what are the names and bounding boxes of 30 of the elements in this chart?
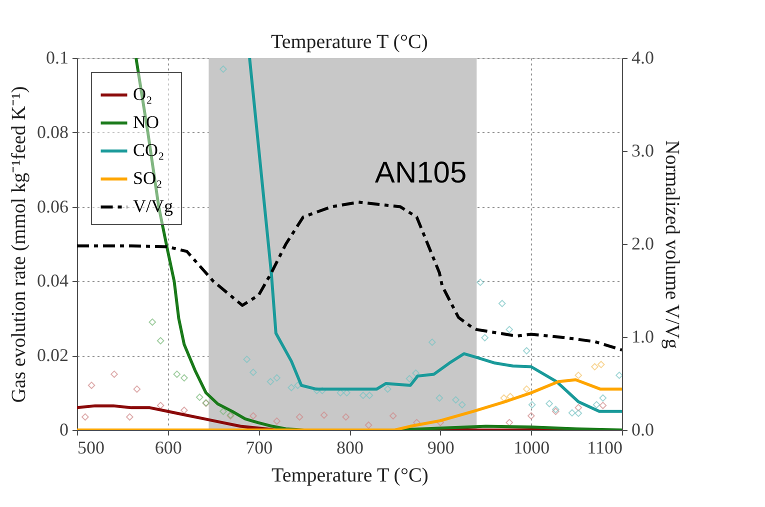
legend-label: V/Vg xyxy=(133,196,173,216)
y2-tick-label: 4.0 xyxy=(632,48,654,68)
x-tick-label: 900 xyxy=(427,438,454,458)
y2-tick-label: 3.0 xyxy=(632,140,654,160)
x-tick-label: 1000 xyxy=(514,438,550,458)
text: Temperature T (°C) xyxy=(271,31,428,53)
line-series xyxy=(77,200,622,352)
y2-tick-label: 1.0 xyxy=(632,326,654,346)
y-tick-label: 0.06 xyxy=(37,196,68,216)
x-tick-label: 700 xyxy=(246,438,273,458)
x-tick-label: 1100 xyxy=(587,438,622,458)
y-axis-title: Gas evolution rate (mmol kg⁻¹feed K⁻¹) xyxy=(8,86,30,403)
y2-tick-label: 2.0 xyxy=(632,234,654,254)
x-tick-label: 600 xyxy=(154,438,182,458)
y-tick-label: 0.08 xyxy=(37,122,68,142)
y-tick-label: 0 xyxy=(60,420,68,440)
y-tick-label: 0.04 xyxy=(37,270,68,291)
legend-label: CO₂ xyxy=(133,140,164,160)
x-axis-title: Temperature T (°C) xyxy=(272,464,428,486)
legend-label: SO₂ xyxy=(133,168,162,188)
y2-axis-title: Normalized volume V/Vg xyxy=(661,140,683,349)
legend-label: O₂ xyxy=(133,84,152,104)
y-tick-label: 0.02 xyxy=(37,345,68,366)
line-series xyxy=(248,58,622,413)
legend-label: NO xyxy=(133,112,159,132)
y2-tick-label: 0.0 xyxy=(632,420,654,440)
x-tick-label: 500 xyxy=(78,438,104,458)
band-label: AN105 xyxy=(374,156,467,190)
y-tick-label: 0.1 xyxy=(46,48,68,68)
x-tick-label: 800 xyxy=(336,438,364,458)
